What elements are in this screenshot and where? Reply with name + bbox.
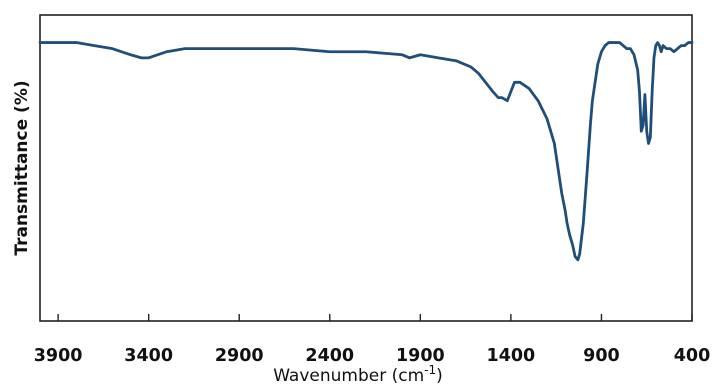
- x-tick-label: 3400: [124, 346, 173, 366]
- x-tick-labels: 3900 3400 2900 2400 1900 1400 900 400: [34, 346, 711, 366]
- y-axis-title: Transmittance (%): [12, 80, 32, 255]
- x-axis-title-unit-close: ): [436, 366, 443, 385]
- x-axis-title-unit-exp: -1: [424, 363, 436, 377]
- x-axis-title: Wavenumber (cm-1): [273, 363, 443, 385]
- x-tick-label: 900: [583, 346, 620, 366]
- spectrum-line: [38, 41, 694, 262]
- x-tick-label: 1400: [487, 346, 536, 366]
- x-ticks: [57, 314, 693, 321]
- x-tick-label: 2400: [305, 346, 354, 366]
- x-tick-label: 400: [674, 346, 711, 366]
- x-tick-label: 2900: [215, 346, 264, 366]
- x-tick-label: 3900: [34, 346, 83, 366]
- x-tick-label: 1900: [396, 346, 445, 366]
- x-axis-title-name: Wavenumber: [273, 366, 386, 385]
- plot-frame: [39, 14, 693, 322]
- x-axis-title-unit: (cm: [392, 366, 425, 385]
